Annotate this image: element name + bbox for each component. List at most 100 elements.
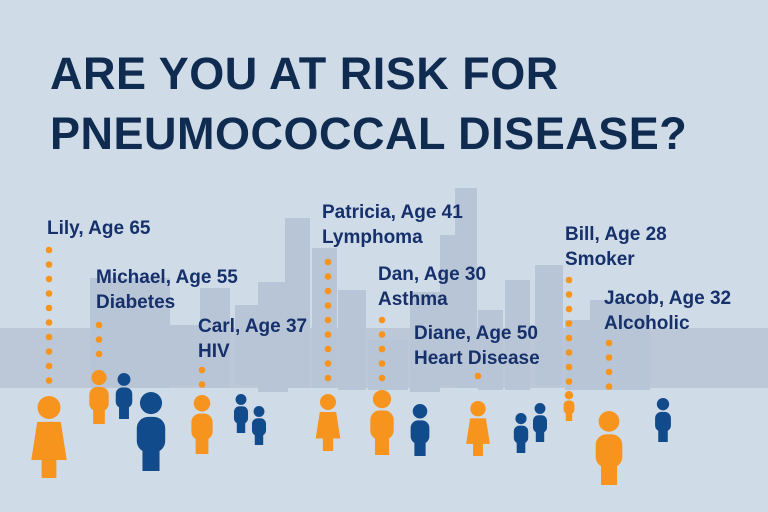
dot	[324, 316, 332, 324]
legs	[195, 425, 209, 454]
name-age: Carl, Age 37	[198, 316, 308, 337]
head	[412, 404, 428, 419]
name-age: Bill, Age 28	[565, 224, 667, 245]
dot	[45, 261, 53, 268]
dot	[605, 368, 613, 376]
person-icon	[136, 392, 166, 471]
head	[534, 403, 546, 414]
dot	[324, 287, 332, 295]
legs	[119, 396, 129, 419]
dot	[565, 349, 573, 356]
condition: Smoker	[565, 249, 635, 270]
name-age: Lily, Age 65	[47, 218, 151, 239]
dot	[378, 316, 386, 324]
head	[656, 398, 670, 411]
dot	[565, 305, 573, 313]
people-figures	[31, 370, 671, 485]
name-age: Dan, Age 30	[378, 264, 487, 285]
building	[235, 305, 260, 385]
person-icon	[513, 413, 529, 453]
head	[320, 394, 336, 410]
legs	[254, 426, 264, 445]
dot	[198, 366, 206, 374]
person-icon	[410, 404, 430, 456]
dot	[324, 258, 332, 266]
building	[368, 340, 408, 390]
at-risk-female-person-icon	[31, 396, 67, 478]
building	[90, 278, 170, 388]
dot	[95, 336, 103, 343]
head	[235, 394, 247, 405]
dot	[378, 331, 386, 338]
head	[564, 391, 574, 400]
dot	[565, 276, 573, 284]
legs	[93, 397, 105, 424]
legs	[374, 423, 390, 455]
building	[505, 280, 530, 390]
dot	[95, 350, 103, 358]
label-diane: Diane, Age 50 Heart Disease	[414, 321, 540, 371]
name-age: Patricia, Age 41	[322, 202, 463, 223]
person-icon	[251, 406, 267, 445]
legs	[535, 423, 545, 442]
building	[478, 310, 503, 390]
person-icon	[532, 403, 548, 442]
body	[315, 411, 341, 451]
condition: HIV	[198, 341, 230, 362]
dot	[565, 320, 573, 327]
building	[590, 300, 650, 390]
dot	[605, 383, 613, 390]
building	[455, 188, 477, 388]
dot	[45, 377, 53, 384]
at-risk-person-icon	[191, 395, 213, 454]
label-carl: Carl, Age 37 HIV	[198, 314, 307, 364]
dot	[45, 246, 53, 254]
person-icon	[233, 394, 249, 433]
connector-dots	[45, 246, 613, 390]
head	[91, 370, 107, 386]
dot	[45, 348, 53, 355]
dot	[324, 360, 332, 367]
dot	[198, 381, 206, 388]
legs	[516, 433, 526, 453]
head	[372, 390, 392, 409]
dot	[324, 331, 332, 338]
dot	[45, 362, 53, 370]
dot	[565, 334, 573, 342]
label-bill: Bill, Age 28 Smoker	[565, 222, 667, 272]
dot	[95, 321, 103, 329]
dot	[474, 372, 482, 380]
label-dan: Dan, Age 30 Asthma	[378, 262, 486, 312]
dot	[45, 290, 53, 297]
building	[535, 265, 563, 385]
label-jacob: Jacob, Age 32 Alcoholic	[604, 286, 731, 336]
head	[515, 413, 527, 425]
dot	[324, 302, 332, 309]
head	[598, 411, 620, 432]
head	[37, 396, 61, 419]
building	[258, 282, 288, 392]
condition: Diabetes	[96, 292, 176, 313]
dot	[324, 273, 332, 280]
legs	[565, 406, 573, 421]
dot	[45, 275, 53, 283]
at-risk-person-icon	[370, 390, 394, 455]
dot	[565, 363, 573, 371]
legs	[601, 449, 617, 485]
building	[338, 290, 366, 390]
title-line-2: PNEUMOCOCCAL DISEASE?	[50, 108, 688, 159]
person-icon	[115, 373, 133, 419]
head	[117, 373, 131, 386]
dot	[324, 345, 332, 353]
body	[466, 418, 490, 456]
person-icon	[655, 398, 671, 442]
label-michael: Michael, Age 55 Diabetes	[96, 265, 238, 315]
head	[470, 401, 486, 417]
dot	[324, 374, 332, 382]
name-age: Michael, Age 55	[96, 267, 238, 288]
building	[285, 218, 310, 388]
dot	[45, 304, 53, 312]
at-risk-female-person-icon	[466, 401, 490, 456]
dot	[378, 360, 386, 367]
